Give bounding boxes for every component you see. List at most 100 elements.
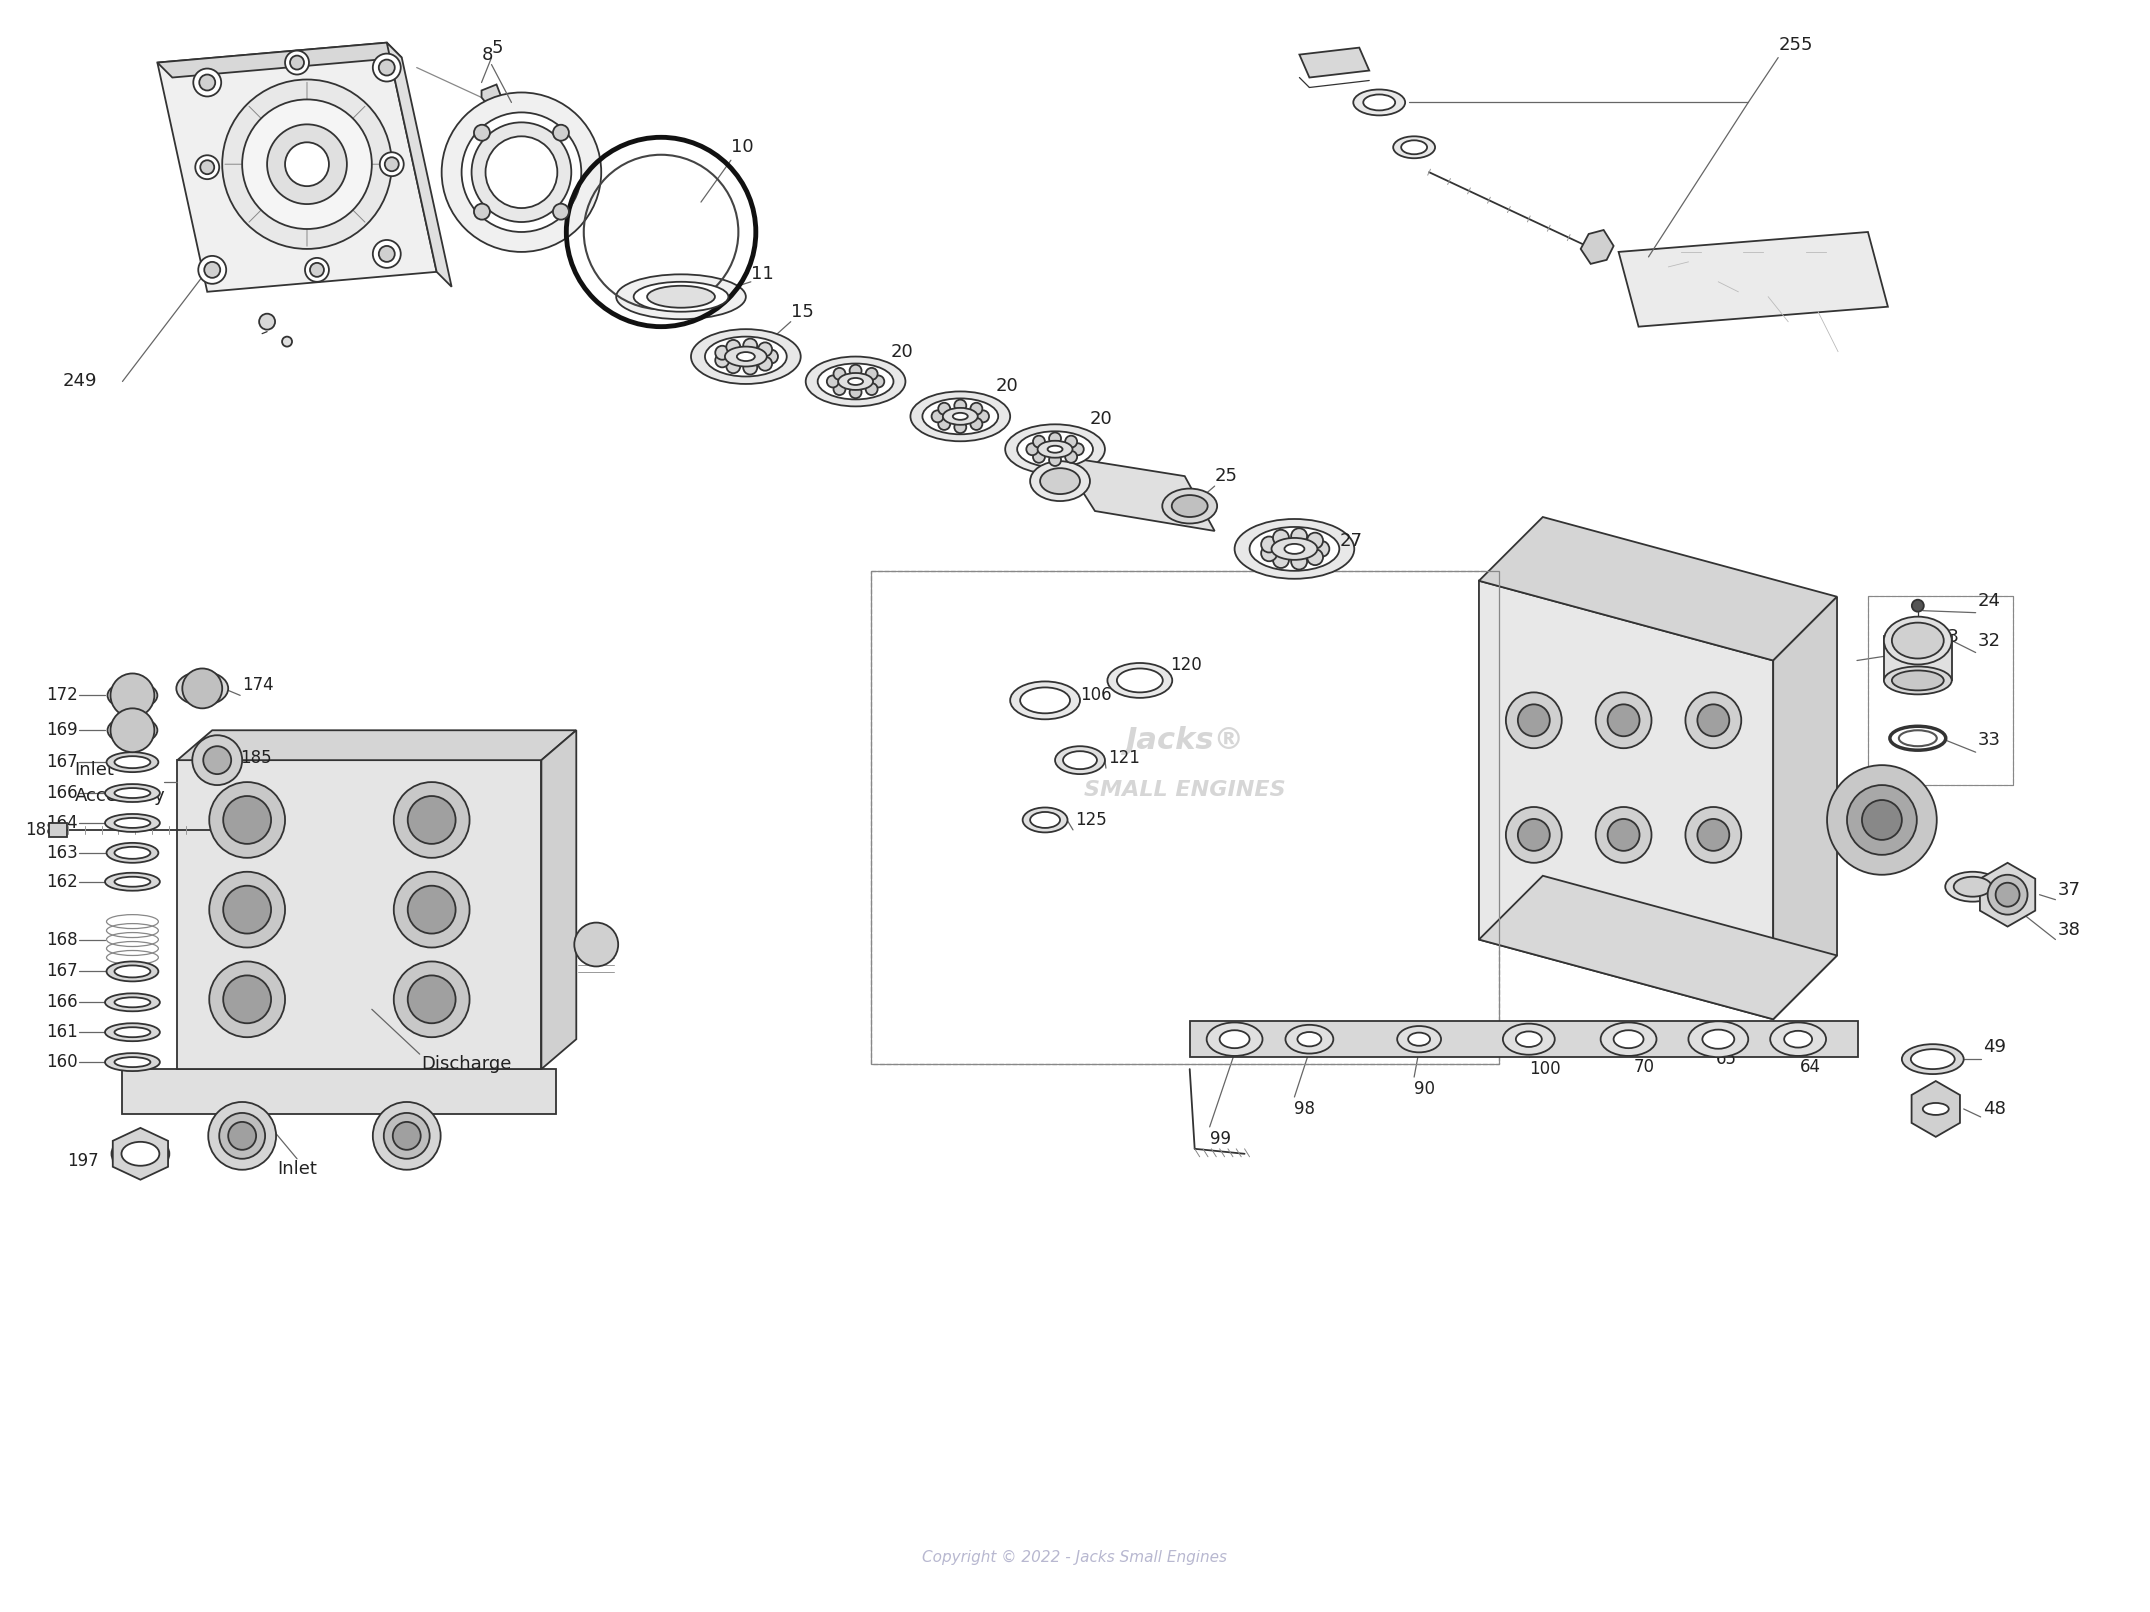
Circle shape <box>267 124 346 205</box>
Ellipse shape <box>1271 538 1318 559</box>
Circle shape <box>828 376 838 387</box>
Ellipse shape <box>922 398 998 434</box>
Ellipse shape <box>690 329 800 384</box>
Text: 163: 163 <box>45 843 77 862</box>
Text: 161: 161 <box>45 1024 77 1041</box>
Circle shape <box>224 975 271 1024</box>
Ellipse shape <box>634 282 729 311</box>
Text: 162: 162 <box>45 872 77 891</box>
Circle shape <box>381 152 404 176</box>
Text: 174: 174 <box>243 677 273 695</box>
Circle shape <box>1595 808 1651 862</box>
Ellipse shape <box>114 788 151 798</box>
Ellipse shape <box>1703 1030 1735 1049</box>
Text: 65: 65 <box>1716 1049 1737 1069</box>
Ellipse shape <box>114 846 151 859</box>
Text: 125: 125 <box>1075 811 1107 829</box>
Circle shape <box>286 142 329 185</box>
Circle shape <box>408 885 456 933</box>
Circle shape <box>1273 551 1290 567</box>
Circle shape <box>849 387 862 398</box>
Circle shape <box>200 74 215 90</box>
Circle shape <box>759 356 772 371</box>
Ellipse shape <box>108 716 157 745</box>
Circle shape <box>198 256 226 284</box>
Ellipse shape <box>847 377 862 385</box>
Ellipse shape <box>1883 666 1952 695</box>
Circle shape <box>744 361 757 374</box>
Text: 37: 37 <box>2058 880 2081 899</box>
Text: Discharge: Discharge <box>421 1056 512 1074</box>
Circle shape <box>970 403 983 414</box>
Ellipse shape <box>219 1112 264 1159</box>
Text: 188: 188 <box>24 821 56 838</box>
Circle shape <box>183 669 221 708</box>
Text: 166: 166 <box>45 993 77 1011</box>
Circle shape <box>1307 550 1322 566</box>
Text: 20: 20 <box>890 343 914 361</box>
Ellipse shape <box>1615 1030 1643 1048</box>
Ellipse shape <box>1249 527 1339 571</box>
Polygon shape <box>112 1128 168 1180</box>
Text: 5: 5 <box>492 39 503 56</box>
Polygon shape <box>123 1069 557 1114</box>
Circle shape <box>408 796 456 843</box>
Circle shape <box>209 872 286 948</box>
Text: 64: 64 <box>1800 1057 1821 1077</box>
Ellipse shape <box>462 113 580 232</box>
Circle shape <box>378 60 396 76</box>
Polygon shape <box>1479 875 1836 1019</box>
Circle shape <box>1273 530 1290 546</box>
Ellipse shape <box>486 137 557 208</box>
Circle shape <box>378 247 396 261</box>
Circle shape <box>204 746 232 774</box>
Circle shape <box>191 735 243 785</box>
Circle shape <box>970 418 983 430</box>
Polygon shape <box>1980 862 2036 927</box>
Polygon shape <box>1479 580 1774 1019</box>
Circle shape <box>1064 435 1077 448</box>
Ellipse shape <box>1352 90 1406 116</box>
Polygon shape <box>542 730 576 1069</box>
Polygon shape <box>1619 232 1888 327</box>
Polygon shape <box>157 42 436 292</box>
Ellipse shape <box>108 682 157 709</box>
Circle shape <box>1686 808 1742 862</box>
Ellipse shape <box>1038 440 1073 458</box>
Ellipse shape <box>1903 1045 1963 1074</box>
Ellipse shape <box>1286 1025 1333 1054</box>
Circle shape <box>834 384 845 395</box>
Text: 10: 10 <box>731 139 752 156</box>
Ellipse shape <box>1062 751 1096 769</box>
Circle shape <box>224 885 271 933</box>
Text: 90: 90 <box>1415 1080 1434 1098</box>
Text: Accessory: Accessory <box>75 787 166 804</box>
Text: 27: 27 <box>1339 532 1363 550</box>
Polygon shape <box>157 42 402 77</box>
Circle shape <box>574 922 619 967</box>
Ellipse shape <box>105 1053 159 1070</box>
Text: 48: 48 <box>1982 1099 2006 1119</box>
Circle shape <box>744 339 757 353</box>
Text: 49: 49 <box>1982 1038 2006 1056</box>
Circle shape <box>866 384 877 395</box>
Circle shape <box>1608 819 1640 851</box>
Text: 255: 255 <box>1778 35 1812 53</box>
Bar <box>871 571 1499 1064</box>
Circle shape <box>1307 532 1322 548</box>
Circle shape <box>209 782 286 858</box>
Ellipse shape <box>1041 467 1079 495</box>
Ellipse shape <box>1402 140 1428 155</box>
Circle shape <box>1032 451 1045 463</box>
Ellipse shape <box>105 1024 159 1041</box>
Text: Inlet: Inlet <box>277 1159 316 1178</box>
Ellipse shape <box>737 351 755 361</box>
Circle shape <box>955 421 965 434</box>
Text: 106: 106 <box>1079 687 1112 704</box>
Circle shape <box>1911 600 1924 611</box>
Polygon shape <box>1060 456 1215 530</box>
Circle shape <box>1505 808 1561 862</box>
Text: 167: 167 <box>45 962 77 980</box>
Ellipse shape <box>1219 1030 1249 1048</box>
Text: 249: 249 <box>62 372 97 390</box>
